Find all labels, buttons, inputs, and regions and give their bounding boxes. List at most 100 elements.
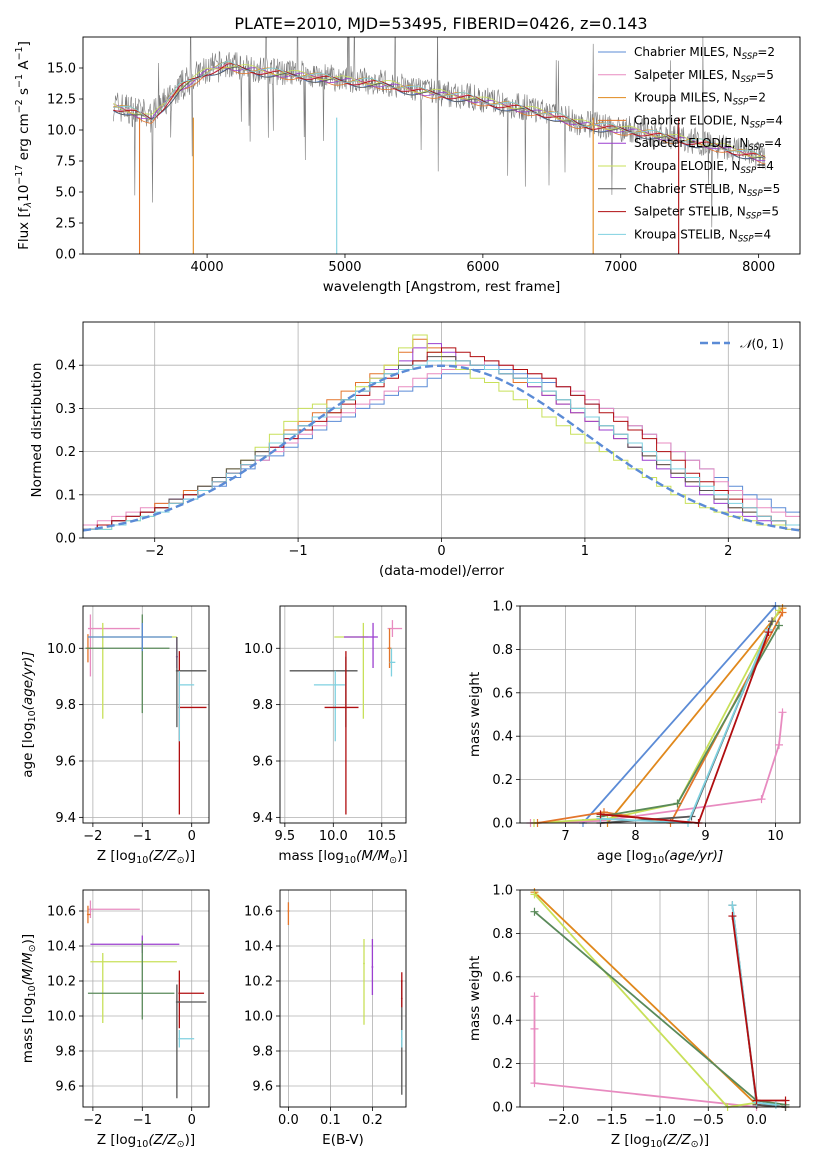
y-tick-label: 0.2 [55, 445, 76, 460]
spectrum-panel: 4000 5000 6000 7000 8000 0.0 2.5 5.0 7.5 10.0 12.5… [14, 36, 801, 295]
x-axis-label: age [log10(age/yr)] [597, 848, 723, 866]
weight-marker [764, 628, 773, 637]
weight-line-0 [533, 996, 757, 1108]
x-axis-label: Z [log10(Z/Z⊙)] [611, 1132, 709, 1150]
weight-marker [673, 799, 682, 808]
y-tick-label: 10.0 [47, 1010, 76, 1025]
y-tick-label: 10.2 [47, 975, 76, 990]
y-tick-label: 0.0 [55, 248, 76, 263]
y-axis-label: Normed distribution [29, 363, 45, 498]
y-tick-label: 10.6 [244, 905, 273, 920]
weight-line-5 [731, 905, 776, 1106]
x-tick-label: 0.1 [320, 1113, 341, 1128]
spectrum-lines [113, 37, 766, 254]
x-axis-label: wavelength [Angstrom, rest frame] [323, 279, 561, 295]
y-tick-label: 1.0 [492, 884, 513, 899]
weight-marker [596, 810, 605, 819]
axes-frame [519, 889, 801, 1108]
y-axis-label: Flux [fλ10−17 erg cm−2 s−1 A−1] [14, 41, 34, 250]
x-tick-label: −1 [133, 1113, 152, 1128]
weight-line-0 [582, 605, 777, 824]
y-tick-label: 9.4 [252, 811, 273, 826]
x-tick-label: 10.0 [319, 829, 348, 844]
y-tick-label: 10.0 [244, 1010, 273, 1025]
y-axis-label: age [log10(age/yr)] [20, 651, 38, 777]
axes-frame [82, 36, 801, 255]
x-tick-label: −2 [83, 1113, 102, 1128]
x-tick-label: 5000 [328, 260, 361, 275]
y-tick-label: 0.0 [492, 817, 513, 832]
x-tick-label: 4000 [191, 260, 224, 275]
x-tick-label: 0 [437, 544, 445, 559]
x-tick-label: 0 [188, 1113, 196, 1128]
y-tick-label: 10.2 [244, 975, 273, 990]
legend-label: Chabrier STELIB, NSSP=5 [634, 182, 780, 199]
x-tick-label: −1.5 [596, 1113, 628, 1128]
legend-label: 𝒩(0, 1) [740, 337, 784, 351]
x-tick-label: 0.0 [278, 1113, 299, 1128]
weight-marker [781, 1096, 790, 1105]
y-tick-label: 0.0 [55, 532, 76, 547]
legend-label: Chabrier ELODIE, NSSP=4 [634, 113, 783, 130]
x-tick-label: −1 [289, 544, 308, 559]
x-tick-label: 6000 [466, 260, 499, 275]
x-tick-label: −2.0 [548, 1113, 580, 1128]
y-tick-label: 9.6 [252, 1080, 273, 1095]
axes-frame [279, 889, 407, 1108]
weight-marker [768, 617, 776, 626]
x-tick-label: 9 [701, 829, 709, 844]
weight-marker [530, 907, 539, 916]
y-tick-label: 7.5 [55, 155, 76, 170]
y-tick-label: 9.8 [252, 1045, 273, 1060]
x-axis-label: mass [log10(M/M⊙)] [278, 848, 407, 866]
weight-marker [757, 795, 766, 804]
axes-frame [82, 605, 210, 824]
weight-marker [775, 740, 783, 749]
x-tick-label: 10 [767, 829, 784, 844]
y-tick-label: 1.0 [492, 600, 513, 615]
y-tick-label: 0.1 [55, 488, 76, 503]
y-tick-label: 0.6 [492, 686, 513, 701]
model-spectrum-1 [113, 63, 766, 159]
y-tick-label: 9.8 [55, 698, 76, 713]
weight-marker [778, 608, 787, 617]
x-tick-label: 2 [724, 544, 732, 559]
y-tick-label: 12.5 [47, 93, 76, 108]
legend-label: Kroupa MILES, NSSP=2 [634, 91, 766, 108]
y-tick-label: 0.8 [492, 643, 513, 658]
weight-line-6 [731, 915, 786, 1102]
y-tick-label: 10.0 [47, 124, 76, 139]
y-tick-label: 5.0 [55, 186, 76, 201]
y-tick-label: 10.0 [244, 642, 273, 657]
axes-frame [519, 605, 801, 824]
model-spectrum-6 [113, 66, 766, 160]
x-tick-label: −0.5 [692, 1113, 724, 1128]
legend-label: Salpeter STELIB, NSSP=5 [634, 205, 779, 222]
age_vs_Z-panel: −2 −1 0 9.4 9.6 9.8 10.0 Z [log10(Z/Z⊙)] age [lo… [20, 605, 210, 866]
massweight_vs_age-panel: 7 8 9 10 0.0 0.2 0.4 0.6 0.8 1.0 age [log10(age/yr… [467, 600, 801, 866]
x-tick-label: 0.2 [362, 1113, 383, 1128]
y-tick-label: 9.6 [55, 755, 76, 770]
y-tick-label: 9.8 [55, 1045, 76, 1060]
x-tick-label: 10.5 [367, 829, 396, 844]
massweight_vs_Z-panel: −2.0 −1.5 −1.0 −0.5 0.0 0.0 0.2 0.4 0.6 0.8 1.0 Z [… [467, 884, 801, 1150]
y-tick-label: 0.4 [55, 359, 76, 374]
y-tick-label: 0.6 [492, 970, 513, 985]
y-tick-label: 9.4 [55, 811, 76, 826]
weight-marker [530, 890, 539, 899]
weight-line-4 [537, 612, 784, 824]
weight-line-7 [600, 629, 770, 824]
x-tick-label: 8 [631, 829, 639, 844]
weight-marker [728, 901, 737, 910]
x-tick-label: −1 [133, 829, 152, 844]
weight-marker [752, 1096, 761, 1105]
y-tick-label: 0.8 [492, 927, 513, 942]
x-axis-label: (data-model)/error [379, 563, 505, 579]
weight-marker [771, 1100, 780, 1109]
x-tick-label: −2 [83, 829, 102, 844]
axes-frame [82, 321, 801, 539]
y-tick-label: 10.6 [47, 905, 76, 920]
weight-marker [775, 621, 783, 630]
legend-label: Kroupa STELIB, NSSP=4 [634, 227, 771, 244]
y-axis-label: mass weight [467, 956, 483, 1041]
